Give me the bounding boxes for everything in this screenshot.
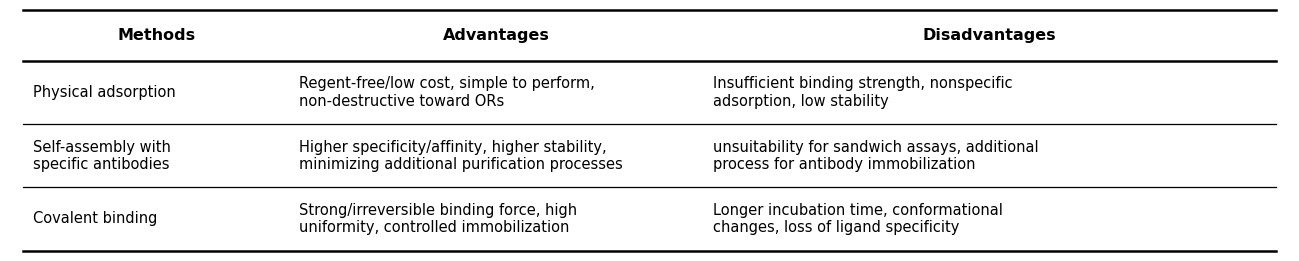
Text: Physical adsorption: Physical adsorption [34, 85, 177, 100]
Text: Disadvantages: Disadvantages [922, 28, 1056, 43]
Text: unsuitability for sandwich assays, additional
process for antibody immobilizatio: unsuitability for sandwich assays, addit… [713, 140, 1039, 172]
Text: Regent-free/low cost, simple to perform,
non-destructive toward ORs: Regent-free/low cost, simple to perform,… [299, 76, 595, 109]
Text: Covalent binding: Covalent binding [34, 211, 157, 227]
Text: Strong/irreversible binding force, high
uniformity, controlled immobilization: Strong/irreversible binding force, high … [299, 203, 577, 235]
Text: Longer incubation time, conformational
changes, loss of ligand specificity: Longer incubation time, conformational c… [713, 203, 1003, 235]
Text: Insufficient binding strength, nonspecific
adsorption, low stability: Insufficient binding strength, nonspecif… [713, 76, 1013, 109]
Text: Self-assembly with
specific antibodies: Self-assembly with specific antibodies [34, 140, 171, 172]
Text: Advantages: Advantages [443, 28, 549, 43]
Text: Methods: Methods [117, 28, 195, 43]
Text: Higher specificity/affinity, higher stability,
minimizing additional purificatio: Higher specificity/affinity, higher stab… [299, 140, 622, 172]
